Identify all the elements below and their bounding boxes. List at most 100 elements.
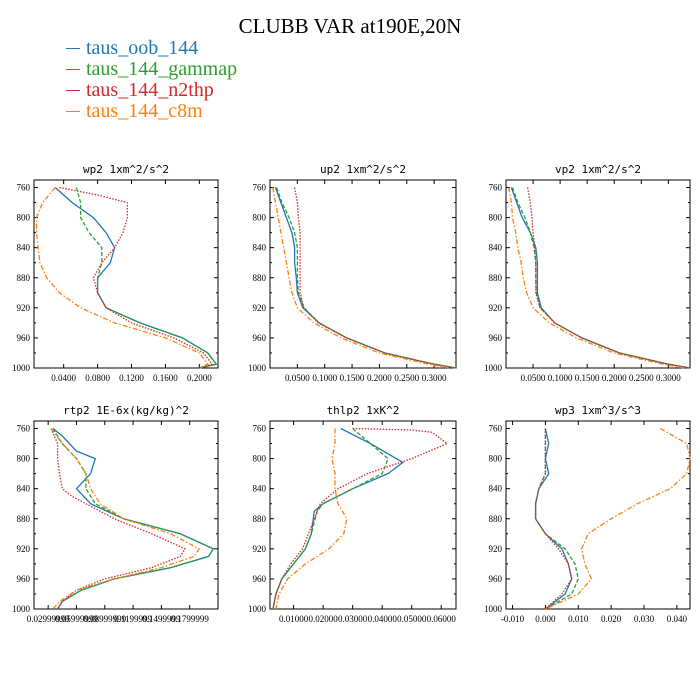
panel-frame (269, 420, 457, 610)
panel-1: wp2 1xm^2/s^2 760 800 840 880 920 960 1000 0.040… (12, 163, 219, 383)
x-tick-label: 0.02000 (309, 614, 339, 624)
legend-swatch-green (66, 69, 80, 70)
y-tick-label: 880 (253, 514, 267, 524)
x-tick-label: 0.01000 (279, 614, 309, 624)
y-tick-label: 760 (253, 424, 267, 434)
y-tick-label: 1000 (484, 604, 503, 614)
y-tick-label: 1000 (248, 363, 267, 373)
y-tick-label: 920 (489, 303, 503, 313)
series-line-taus-oob-144 (52, 427, 215, 610)
legend-item-taus-144-c8m: taus_144_c8m (66, 100, 237, 122)
x-tick-label: 0.05999999 (55, 614, 98, 624)
y-tick-label: 840 (489, 243, 503, 253)
x-tick-label: 0.05000 (397, 614, 427, 624)
series-line-taus-144-c8m (50, 428, 201, 610)
legend-label: taus_oob_144 (86, 37, 199, 59)
x-tick-label: 0.030 (634, 614, 655, 624)
panel-title: wp3 1xm^3/s^3 (555, 404, 641, 417)
series-line-taus-144-n2thp (526, 187, 691, 369)
y-tick-label: 880 (17, 273, 31, 283)
y-tick-label: 880 (253, 273, 267, 283)
x-tick-label: 0.03000 (338, 614, 368, 624)
x-tick-label: 0.2500 (629, 373, 654, 383)
series-line-taus-144-gammap (534, 428, 579, 610)
x-tick-label: 0.1199999 (114, 614, 152, 624)
x-tick-label: 0.000 (535, 614, 556, 624)
series-line-taus-144-gammap (275, 187, 457, 369)
legend: taus_oob_144 taus_144_gammap taus_144_n2… (66, 37, 238, 122)
legend-label: taus_144_c8m (86, 100, 203, 122)
y-tick-label: 1000 (12, 363, 31, 373)
x-tick-label: 0.08999999 (83, 614, 126, 624)
legend-swatch-orange (66, 111, 80, 112)
x-tick-label: 0.0800 (85, 373, 110, 383)
y-tick-label: 920 (489, 544, 503, 554)
panel-frame (269, 179, 457, 369)
x-tick-label: 0.020 (601, 614, 622, 624)
x-tick-label: 0.06000 (427, 614, 457, 624)
panel-title: wp2 1xm^2/s^2 (83, 163, 169, 176)
panel-title: up2 1xm^2/s^2 (320, 163, 406, 176)
x-tick-label: 0.1600 (153, 373, 178, 383)
panel-5: thlp2 1xK^2 760 800 840 880 920 960 1000 0.01000… (248, 404, 457, 624)
y-tick-label: 880 (489, 273, 503, 283)
x-tick-label: 0.1500 (575, 373, 600, 383)
panel-frame (505, 420, 691, 610)
y-tick-label: 880 (489, 514, 503, 524)
y-tick-label: 960 (489, 333, 503, 343)
panel-frame (33, 420, 219, 610)
panel-frame (505, 179, 691, 369)
series-line-taus-144-gammap (75, 187, 218, 369)
y-tick-label: 880 (17, 514, 31, 524)
x-tick-label: 0.1000 (548, 373, 573, 383)
panel-frame (33, 179, 219, 369)
x-tick-label: 0.040 (667, 614, 688, 624)
series-line-taus-144-c8m (508, 187, 685, 369)
x-tick-label: 0.2500 (394, 373, 419, 383)
series-line-taus-144-n2thp (59, 186, 214, 369)
y-tick-label: 800 (253, 454, 267, 464)
x-tick-label: 0.02999999 (27, 614, 70, 624)
y-tick-label: 840 (17, 484, 31, 494)
y-tick-label: 760 (17, 183, 31, 193)
y-tick-label: 960 (253, 333, 267, 343)
series-line-taus-oob-144 (274, 187, 457, 369)
legend-label: taus_144_gammap (86, 58, 238, 80)
panel-3: vp2 1xm^2/s^2 760 800 840 880 920 960 1000 0.050… (484, 163, 691, 383)
y-tick-label: 920 (253, 303, 267, 313)
panel-title: thlp2 1xK^2 (327, 404, 400, 417)
x-tick-label: 0.0400 (51, 373, 76, 383)
series-line-taus-oob-144 (510, 187, 691, 369)
legend-swatch-blue (66, 48, 80, 49)
panel-title: vp2 1xm^2/s^2 (555, 163, 641, 176)
y-tick-label: 920 (17, 544, 31, 554)
series-line-taus-144-n2thp (293, 187, 457, 369)
legend-item-taus-144-gammap: taus_144_gammap (66, 58, 238, 80)
y-tick-label: 800 (253, 213, 267, 223)
y-tick-label: 760 (17, 424, 31, 434)
y-tick-label: 840 (253, 243, 267, 253)
x-tick-label: 0.1499999 (142, 614, 181, 624)
series-line-taus-144-n2thp (534, 428, 573, 610)
x-tick-label: 0.0500 (521, 373, 546, 383)
series-line-taus-144-c8m (272, 187, 451, 369)
x-tick-label: 0.2000 (187, 373, 212, 383)
y-tick-label: 840 (489, 484, 503, 494)
legend-label: taus_144_n2thp (86, 79, 214, 101)
y-tick-label: 920 (17, 303, 31, 313)
y-tick-label: 1000 (484, 363, 503, 373)
x-tick-label: 0.3000 (422, 373, 447, 383)
panel-6: wp3 1xm^3/s^3 760 800 840 880 920 960 1000-0.01… (484, 404, 691, 624)
series-line-taus-oob-144 (534, 428, 573, 610)
y-tick-label: 800 (17, 213, 31, 223)
x-tick-label: -0.010 (501, 614, 525, 624)
series-line-taus-144-gammap (52, 428, 215, 610)
x-tick-label: 0.0500 (285, 373, 310, 383)
x-tick-label: 0.2000 (367, 373, 392, 383)
series-line-taus-144-n2thp (272, 427, 449, 610)
series-line-taus-144-n2thp (50, 428, 186, 610)
y-tick-label: 760 (489, 424, 503, 434)
x-tick-label: 0.04000 (368, 614, 398, 624)
legend-item-taus-144-n2thp: taus_144_n2thp (66, 79, 237, 101)
